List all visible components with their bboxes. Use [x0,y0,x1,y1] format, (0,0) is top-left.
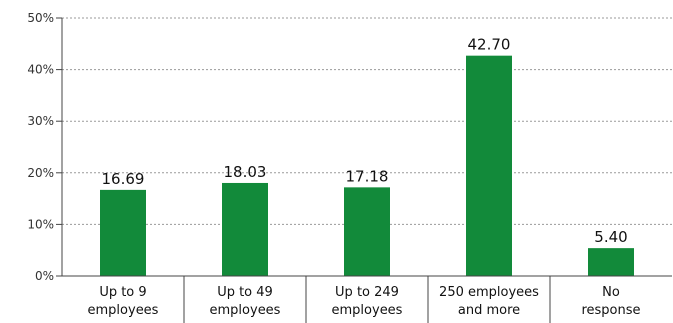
category-labels: Up to 9 employees Up to 49 employees Up to 2… [88,285,641,318]
bar [466,55,512,276]
value-label: 16.69 [102,170,145,188]
gridlines [56,17,672,323]
y-tick-label: 20% [27,166,54,180]
category-label: No [602,285,620,300]
value-label: 42.70 [468,36,511,54]
value-labels: 16.69 18.03 17.18 42.70 5.40 [102,36,628,246]
bar [344,187,390,276]
value-label: 5.40 [594,228,627,246]
category-label: employees [332,303,403,318]
y-axis-ticks: 0% 10% 20% 30% 40% 50% [27,11,54,283]
y-tick-label: 10% [27,217,54,231]
category-label: Up to 49 [217,285,273,300]
category-label: response [581,303,640,318]
bar [222,182,268,276]
category-label: and more [458,303,520,318]
y-tick-label: 40% [27,63,54,77]
bar [588,248,634,276]
bars [100,55,634,276]
category-label: 250 employees [439,285,539,300]
y-tick-label: 30% [27,114,54,128]
value-label: 17.18 [346,167,389,185]
category-label: employees [88,303,159,318]
bar [100,189,146,276]
value-label: 18.03 [224,163,267,181]
category-label: Up to 249 [335,285,399,300]
y-tick-label: 50% [27,11,54,25]
y-tick-label: 0% [35,269,54,283]
category-label: employees [210,303,281,318]
category-label: Up to 9 [99,285,146,300]
